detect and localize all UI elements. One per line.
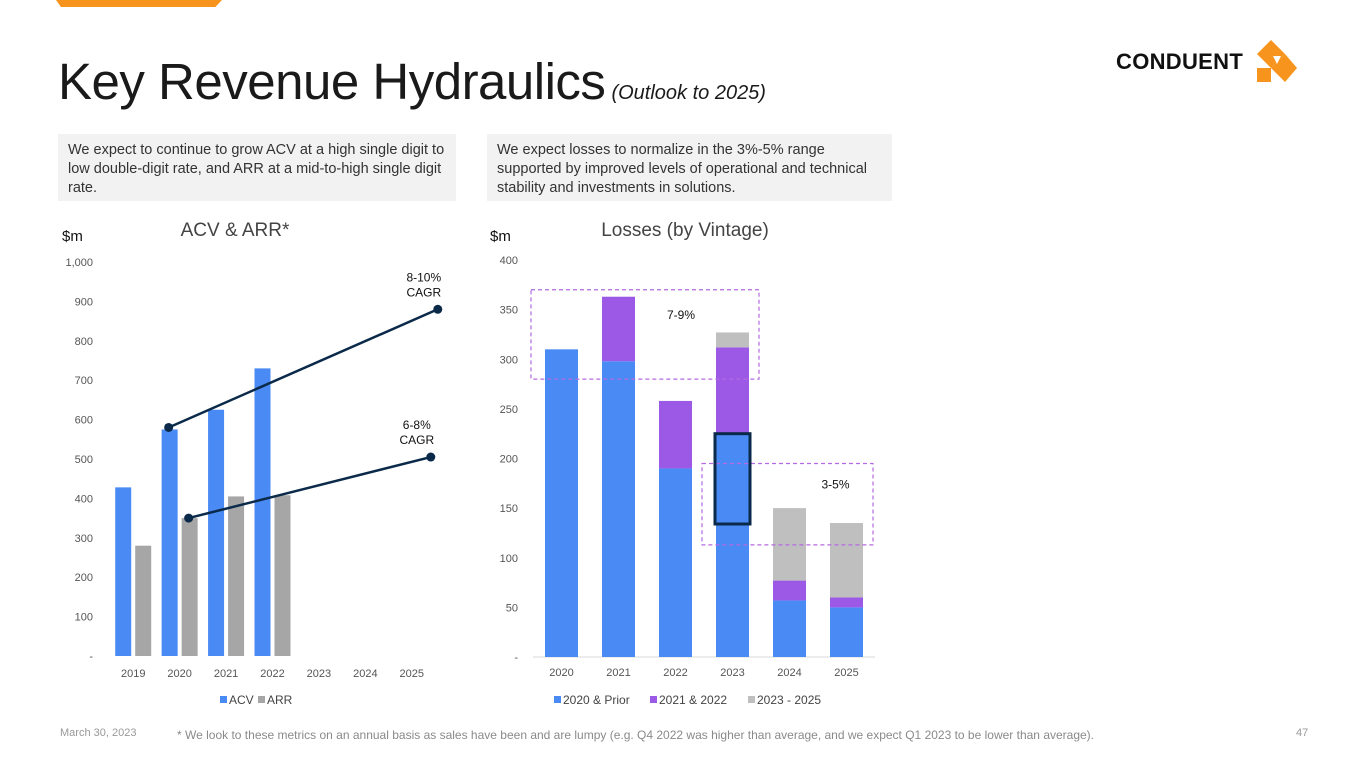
conduent-mark-icon <box>1257 40 1298 82</box>
footer-note: * We look to these metrics on an annual … <box>177 728 1095 742</box>
losses-chart-title: Losses (by Vintage) <box>601 220 769 241</box>
y-tick-label: 100 <box>500 553 518 565</box>
bar-arr-2020 <box>181 518 198 656</box>
y-tick-label: 900 <box>75 296 93 308</box>
callout-losses: We expect losses to normalize in the 3%-… <box>487 134 892 201</box>
acv-unit-label: $m <box>62 228 83 245</box>
bar-acv-2022 <box>254 368 271 656</box>
x-tick-label: 2020 <box>549 667 573 679</box>
x-tick-label: 2021 <box>214 668 238 680</box>
trend-end-point <box>433 304 443 314</box>
y-tick-label: 600 <box>75 415 93 427</box>
acv-chart-title: ACV & ARR* <box>181 220 290 241</box>
legend-label-1: 2020 & Prior <box>563 693 630 707</box>
bar-arr-2021 <box>228 496 245 656</box>
y-tick-label: 700 <box>75 375 93 387</box>
legend-swatch-3 <box>748 696 755 703</box>
bar-segment-2025-1 <box>830 607 863 657</box>
y-tick-label: 400 <box>500 255 518 267</box>
annotation-label: 7-9% <box>667 308 695 322</box>
x-tick-label: 2022 <box>663 667 687 679</box>
x-tick-label: 2025 <box>400 668 424 680</box>
x-tick-label: 2019 <box>121 668 145 680</box>
losses-chart: $m Losses (by Vintage) - 50 100 150 200 250 30… <box>490 220 875 707</box>
bar-segment-2022-2 <box>659 400 692 469</box>
annotation-box <box>530 289 760 380</box>
y-tick-label: 500 <box>75 454 93 466</box>
title-subtitle: (Outlook to 2025) <box>611 82 766 104</box>
y-tick-label: 1,000 <box>65 257 93 269</box>
legend-swatch-arr <box>258 696 265 703</box>
bar-acv-2020 <box>161 429 178 656</box>
title-main: Key Revenue Hydraulics <box>58 53 606 110</box>
y-tick-label: 300 <box>75 533 93 545</box>
y-tick-label: 350 <box>500 305 518 317</box>
annotation-box <box>701 462 874 546</box>
legend-swatch-acv <box>220 696 227 703</box>
x-tick-label: 2022 <box>260 668 284 680</box>
y-tick-label: 100 <box>75 612 93 624</box>
bar-segment-2024-2 <box>773 580 806 601</box>
bar-segment-2025-3 <box>830 523 863 598</box>
page-number: 47 <box>1296 727 1309 739</box>
x-tick-label: 2020 <box>167 668 191 680</box>
callout-acv-arr: We expect to continue to grow ACV at a h… <box>58 134 456 201</box>
y-tick-label: 300 <box>500 354 518 366</box>
trend-label-rate: 6-8% <box>403 418 431 432</box>
footer-date: March 30, 2023 <box>60 727 137 739</box>
y-tick-label: 150 <box>500 503 518 515</box>
acv-arr-chart: $m ACV & ARR* - 100 200 300 400 500 600 700 800 9… <box>62 220 443 707</box>
legend-label-acv: ACV <box>229 693 254 707</box>
x-tick-label: 2024 <box>353 668 377 680</box>
bar-segment-2021-1 <box>602 361 635 657</box>
brand-name: CONDUENT <box>1116 49 1244 74</box>
bar-arr-2019 <box>135 545 152 656</box>
bar-acv-2019 <box>115 487 132 656</box>
trend-end-point <box>426 452 436 462</box>
bar-segment-2023-2 <box>716 347 749 434</box>
trend-start-point <box>184 513 194 523</box>
y-tick-label: 200 <box>500 454 518 466</box>
legend-swatch-2 <box>650 696 657 703</box>
bar-segment-2023-3 <box>716 332 749 348</box>
y-tick-label: 400 <box>75 493 93 505</box>
x-tick-label: 2024 <box>777 667 801 679</box>
x-tick-label: 2021 <box>606 667 630 679</box>
trend-label-rate: 8-10% <box>406 270 441 284</box>
x-tick-label: 2023 <box>307 668 331 680</box>
legend-label-2: 2021 & 2022 <box>659 693 727 707</box>
y-tick-label: 50 <box>506 602 518 614</box>
y-tick-label: 200 <box>75 572 93 584</box>
trend-label-cagr: CAGR <box>406 285 441 299</box>
x-tick-label: 2025 <box>834 667 858 679</box>
highlight-box <box>713 432 752 526</box>
accent-bar <box>56 0 222 7</box>
y-tick-label: 250 <box>500 404 518 416</box>
annotation-label: 3-5% <box>821 477 849 491</box>
bar-segment-2022-1 <box>659 468 692 657</box>
bar-acv-2021 <box>208 409 225 656</box>
trend-start-point <box>164 422 174 432</box>
trend-label-cagr: CAGR <box>399 433 434 447</box>
bar-segment-2021-2 <box>602 296 635 362</box>
legend-label-arr: ARR <box>267 693 293 707</box>
y-tick-label: - <box>89 651 93 663</box>
x-tick-label: 2023 <box>720 667 744 679</box>
legend-swatch-1 <box>554 696 561 703</box>
bar-segment-2020-1 <box>545 349 578 657</box>
page-title: Key Revenue Hydraulics (Outlook to 2025) <box>58 52 766 111</box>
y-tick-label: 800 <box>75 336 93 348</box>
y-tick-label: - <box>514 652 518 664</box>
bar-segment-2024-1 <box>773 600 806 657</box>
legend-label-3: 2023 - 2025 <box>757 693 821 707</box>
trend-line <box>168 308 439 429</box>
losses-unit-label: $m <box>490 228 511 245</box>
brand-logo: CONDUENT <box>1116 38 1299 86</box>
bar-arr-2022 <box>274 495 291 656</box>
trend-line <box>188 455 432 520</box>
bar-segment-2025-2 <box>830 597 863 608</box>
